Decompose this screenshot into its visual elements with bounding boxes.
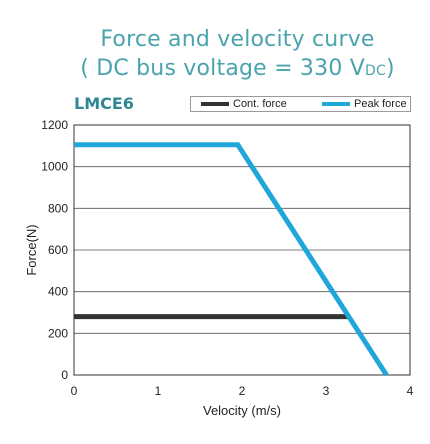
x-tick-label: 4 [407, 384, 414, 398]
subtitle-subscript: DC [364, 63, 386, 79]
y-tick-label: 600 [48, 243, 68, 257]
model-label: LMCE6 [74, 94, 134, 113]
y-tick-labels: 0 200 400 600 800 1000 1200 [41, 118, 68, 382]
x-axis-label: Velocity (m/s) [203, 403, 281, 418]
y-tick-label: 800 [48, 201, 68, 215]
chart-subtitle: ( DC bus voltage = 330 VDC) [0, 56, 430, 81]
subtitle-prefix: ( DC bus voltage = 330 V [80, 56, 365, 81]
subtitle-suffix: ) [385, 56, 395, 81]
x-tick-label: 1 [155, 384, 162, 398]
legend: Cont. force Peak force [190, 96, 411, 112]
x-tick-label: 0 [71, 384, 78, 398]
legend-label-cont-force: Cont. force [233, 98, 287, 110]
x-tick-label: 2 [239, 384, 246, 398]
y-tick-label: 0 [61, 368, 68, 382]
legend-item-peak-force: Peak force [322, 98, 407, 110]
x-tick-label: 3 [323, 384, 330, 398]
y-tick-label: 1200 [41, 118, 68, 132]
plot-frame [73, 124, 411, 376]
y-tick-label: 400 [48, 285, 68, 299]
chart-title: Force and velocity curve [100, 27, 375, 52]
legend-item-cont-force: Cont. force [201, 98, 287, 110]
legend-swatch-cont-force [201, 102, 229, 106]
x-tick-labels: 0 1 2 3 4 [71, 384, 414, 398]
y-tick-label: 1000 [41, 160, 68, 174]
series-lines [74, 142, 389, 377]
legend-label-peak-force: Peak force [354, 98, 407, 110]
y-axis-label: Force(N) [24, 224, 39, 275]
legend-swatch-peak-force [322, 102, 350, 106]
y-tick-label: 200 [48, 326, 68, 340]
series-line-peak-force [74, 142, 389, 377]
